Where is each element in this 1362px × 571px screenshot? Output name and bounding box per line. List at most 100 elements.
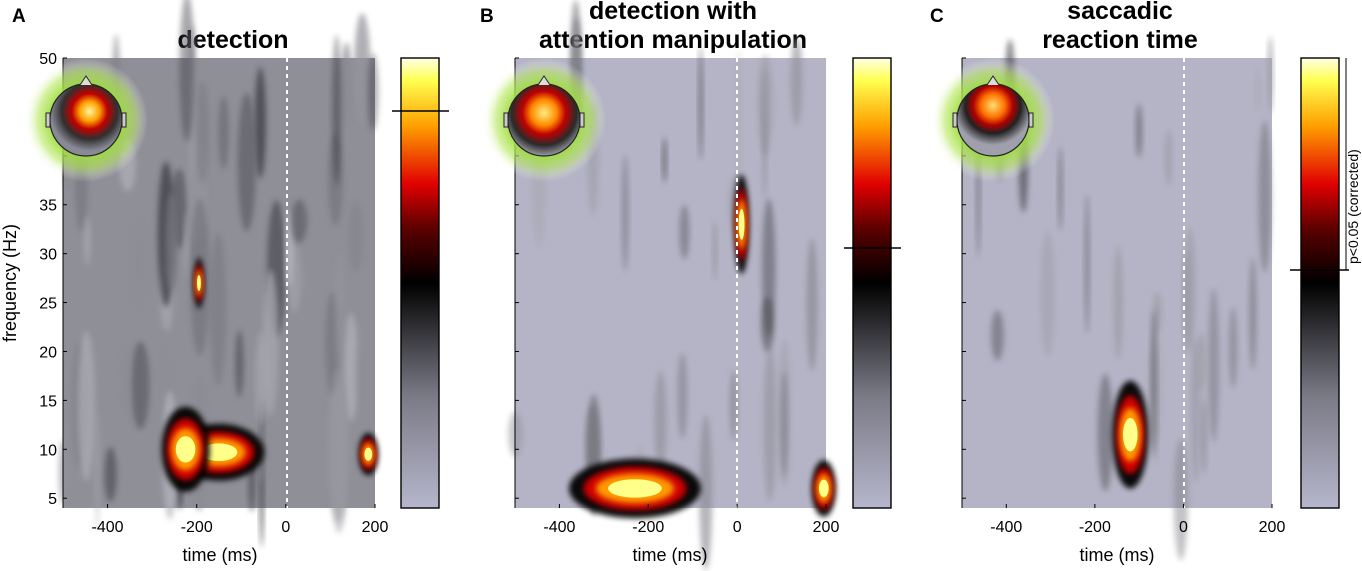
texture-streak	[1165, 129, 1173, 187]
texture-streak	[354, 13, 371, 126]
panel-b-heatmap	[508, 0, 836, 571]
x-tick-label: 200	[362, 519, 389, 536]
texture-streak	[355, 345, 362, 400]
panel-b-x-axis: -400 -200 0 200 time (ms)	[543, 504, 839, 565]
texture-streak	[622, 154, 629, 272]
texture-streak	[654, 371, 667, 473]
cluster-core	[738, 208, 745, 240]
panel-b-title-line-2: attention manipulation	[539, 26, 807, 54]
texture-streak	[343, 313, 359, 423]
cluster-core	[608, 479, 662, 498]
y-tick-label: 20	[39, 344, 57, 361]
texture-streak	[1058, 146, 1063, 231]
x-tick-label: 0	[1179, 519, 1188, 536]
texture-streak	[736, 50, 742, 205]
texture-streak	[762, 71, 767, 199]
texture-streak	[1228, 307, 1238, 389]
cluster-core	[364, 447, 373, 461]
texture-streak	[1254, 68, 1261, 113]
x-tick-label: 200	[1259, 519, 1286, 536]
panel-c-x-axis: -400 -200 0 200 time (ms)	[990, 504, 1285, 565]
panel-a-x-axis: -400 -200 0 200 time (ms)	[92, 504, 389, 565]
x-tick-label: -200	[181, 519, 213, 536]
texture-streak	[1084, 193, 1090, 335]
texture-streak	[1184, 228, 1196, 352]
texture-streak	[341, 42, 352, 124]
texture-streak	[254, 331, 268, 425]
x-tick-label: -400	[990, 519, 1022, 536]
y-tick-label: 30	[39, 247, 57, 264]
texture-streak	[131, 341, 150, 430]
y-tick-label: 50	[39, 51, 57, 68]
panel-b-letter: B	[480, 6, 494, 27]
texture-streak	[806, 237, 818, 372]
texture-streak	[218, 95, 229, 170]
y-tick-label: 25	[39, 296, 57, 313]
panel-a-topography	[24, 58, 148, 182]
panel-c-title-line-1: saccadic	[1067, 0, 1173, 25]
texture-streak	[94, 410, 101, 533]
texture-streak	[662, 137, 667, 183]
texture-streak	[77, 330, 96, 481]
texture-streak	[237, 92, 256, 232]
panel-b-colorbar	[844, 57, 901, 509]
x-tick-label: -200	[632, 519, 664, 536]
y-tick-label: 5	[48, 491, 57, 508]
cluster-core	[1122, 417, 1138, 452]
y-tick-label: 15	[39, 393, 57, 410]
texture-streak	[332, 34, 342, 186]
texture-streak	[128, 218, 149, 309]
x-tick-label: 0	[281, 519, 290, 536]
panel-b: B detection with attention manipulation …	[480, 0, 901, 571]
panel-c: C saccadic reaction time -400 -200 0 200 ti…	[930, 0, 1361, 565]
texture-streak	[781, 370, 788, 478]
texture-streak	[122, 349, 131, 418]
texture-streak	[729, 369, 738, 441]
panel-b-topography	[482, 58, 606, 182]
texture-streak	[328, 368, 349, 523]
texture-streak	[1135, 103, 1143, 158]
x-tick-label: -400	[543, 519, 575, 536]
significance-label: p<0.05 (corrected)	[1345, 149, 1361, 264]
panel-a-x-label: time (ms)	[183, 545, 258, 565]
y-tick-label: 10	[39, 442, 57, 459]
texture-streak	[763, 345, 777, 503]
texture-streak	[679, 204, 690, 260]
texture-streak	[235, 330, 244, 398]
texture-streak	[1267, 36, 1273, 114]
texture-streak	[184, 211, 190, 280]
texture-streak	[698, 46, 704, 160]
panel-a-y-axis: 5 10 15 20 25 30 35 50 frequency (Hz)	[0, 51, 67, 508]
cluster-core	[175, 436, 196, 463]
cluster-core	[200, 443, 238, 462]
texture-streak	[1150, 309, 1157, 457]
texture-streak	[165, 191, 178, 291]
texture-streak	[210, 232, 227, 386]
panel-b-title-line-1: detection with	[589, 0, 757, 25]
panel-a-colorbar	[392, 57, 449, 509]
panel-c-colorbar: p<0.05 (corrected)	[1290, 57, 1361, 509]
texture-streak	[1258, 120, 1272, 273]
texture-streak	[104, 447, 117, 502]
texture-streak	[1208, 288, 1220, 443]
x-tick-label: -200	[1079, 519, 1111, 536]
panel-c-letter: C	[930, 6, 944, 27]
texture-streak	[84, 216, 91, 266]
x-tick-label: 0	[733, 519, 742, 536]
texture-streak	[254, 67, 266, 179]
panel-c-title-line-2: reaction time	[1042, 26, 1198, 54]
texture-streak	[291, 199, 308, 243]
x-tick-label: 200	[813, 519, 840, 536]
texture-streak	[1040, 231, 1055, 356]
x-tick-label: -400	[92, 519, 124, 536]
panel-a-letter: A	[12, 6, 26, 27]
texture-streak	[790, 37, 803, 127]
texture-streak	[348, 201, 364, 272]
y-tick-label: 35	[39, 198, 57, 215]
texture-streak	[1194, 332, 1207, 392]
panel-b-x-label: time (ms)	[633, 545, 708, 565]
texture-streak	[312, 104, 323, 230]
texture-streak	[367, 53, 379, 131]
panel-c-x-label: time (ms)	[1080, 545, 1155, 565]
